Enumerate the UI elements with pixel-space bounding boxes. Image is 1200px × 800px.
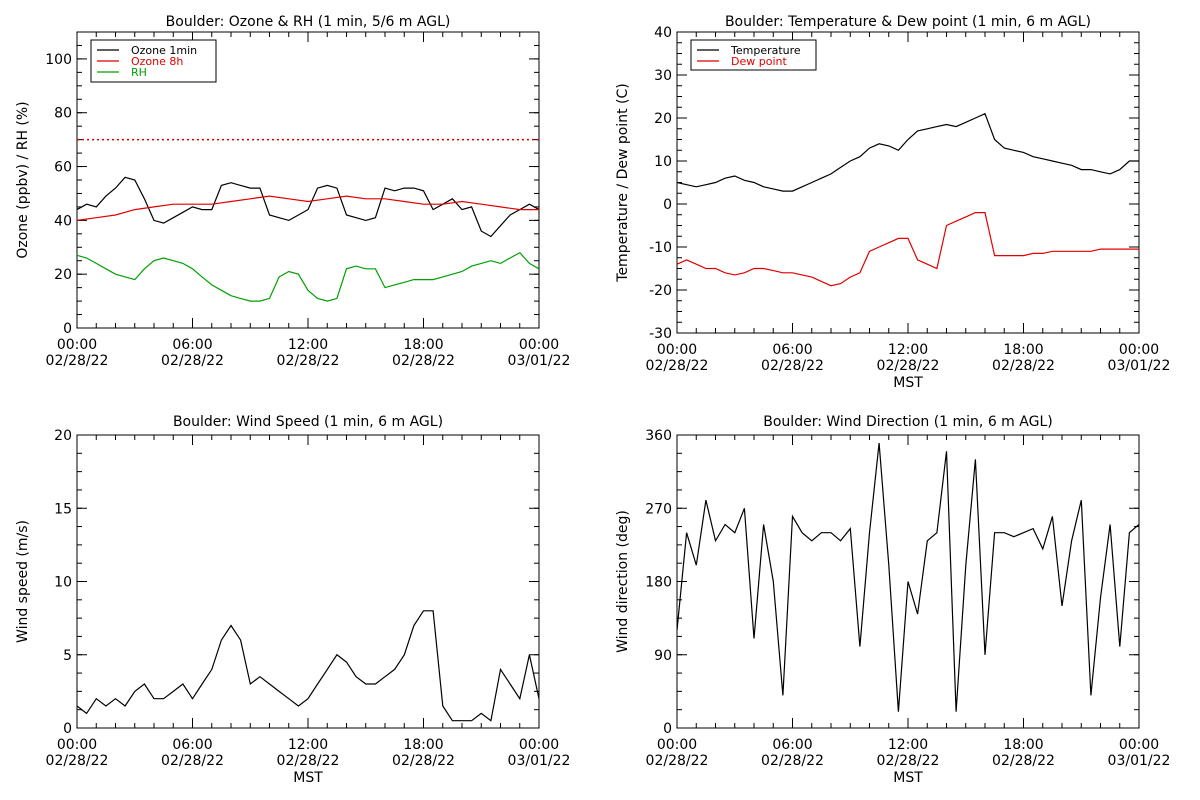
x-tick-time: 00:00 <box>57 337 97 353</box>
y-tick-label: 0 <box>63 721 72 737</box>
chart-title: Boulder: Temperature & Dew point (1 min,… <box>725 14 1091 30</box>
y-tick-label: 10 <box>654 154 672 170</box>
x-tick-date: 02/28/22 <box>161 753 224 769</box>
x-tick-time: 12:00 <box>888 342 928 358</box>
chart-panel-3: Boulder: Wind Speed (1 min, 6 m AGL) 0 5 10… <box>15 414 570 786</box>
y-tick-label: 180 <box>645 575 672 591</box>
chart-panel-4: Boulder: Wind Direction (1 min, 6 m AGL)… <box>615 414 1170 786</box>
y-axis-label: Ozone (ppbv) / RH (%) <box>15 101 31 258</box>
y-tick-label: 80 <box>54 106 72 122</box>
y-tick-label: 40 <box>654 25 672 41</box>
legend-label: RH <box>131 66 147 79</box>
x-tick-date: 02/28/22 <box>46 353 109 369</box>
x-tick-date: 02/28/22 <box>277 753 340 769</box>
legend-box <box>690 39 817 71</box>
x-tick-date: 03/01/22 <box>1108 358 1171 374</box>
chart-panel-2: Boulder: Temperature & Dew point (1 min,… <box>615 14 1170 391</box>
series-line-1 <box>677 443 1139 712</box>
y-tick-label: -10 <box>649 240 672 256</box>
x-tick-time: 00:00 <box>1119 342 1159 358</box>
x-tick-time: 18:00 <box>403 337 443 353</box>
y-tick-label: 100 <box>45 52 72 68</box>
x-tick-time: 12:00 <box>288 737 328 753</box>
y-axis-label: Wind speed (m/s) <box>15 520 31 643</box>
series-line-1 <box>677 112 1139 192</box>
series-line-2 <box>677 212 1139 287</box>
x-tick-date: 02/28/22 <box>646 358 709 374</box>
x-tick-date: 02/28/22 <box>877 358 940 374</box>
x-tick-time: 00:00 <box>519 737 559 753</box>
x-axis-label: MST <box>893 375 923 391</box>
plot-frame <box>76 434 540 729</box>
x-axis-label: MST <box>893 770 923 786</box>
y-tick-label: -20 <box>649 283 672 299</box>
legend-label: Temperature <box>730 44 801 57</box>
y-tick-label: 10 <box>54 575 72 591</box>
y-tick-label: 20 <box>54 428 72 444</box>
y-tick-label: 0 <box>63 321 72 337</box>
x-tick-time: 18:00 <box>1003 737 1043 753</box>
x-tick-time: 00:00 <box>57 737 97 753</box>
x-tick-date: 02/28/22 <box>761 753 824 769</box>
x-tick-date: 02/28/22 <box>392 753 455 769</box>
chart-title: Boulder: Wind Speed (1 min, 6 m AGL) <box>173 414 443 430</box>
x-tick-time: 00:00 <box>657 342 697 358</box>
x-tick-date: 02/28/22 <box>992 753 1055 769</box>
y-tick-label: 20 <box>654 111 672 127</box>
y-tick-label: 0 <box>663 197 672 213</box>
x-tick-time: 12:00 <box>888 737 928 753</box>
y-tick-label: 20 <box>54 267 72 283</box>
x-tick-time: 06:00 <box>172 337 212 353</box>
y-tick-label: 60 <box>54 160 72 176</box>
x-tick-time: 18:00 <box>403 737 443 753</box>
legend-label: Ozone 1min <box>131 44 197 57</box>
x-tick-date: 02/28/22 <box>992 358 1055 374</box>
x-tick-time: 00:00 <box>1119 737 1159 753</box>
y-axis-label: Wind direction (deg) <box>615 510 631 653</box>
x-tick-date: 02/28/22 <box>761 358 824 374</box>
y-tick-label: 0 <box>663 721 672 737</box>
legend-label: Ozone 8h <box>131 55 183 68</box>
x-tick-time: 00:00 <box>519 337 559 353</box>
x-tick-time: 00:00 <box>657 737 697 753</box>
series-line-1 <box>77 610 539 722</box>
y-tick-label: 30 <box>654 68 672 84</box>
x-tick-date: 03/01/22 <box>1108 753 1171 769</box>
chart-panel-1: Boulder: Ozone & RH (1 min, 5/6 m AGL)02… <box>15 14 570 369</box>
x-tick-date: 03/01/22 <box>508 753 571 769</box>
x-tick-date: 02/28/22 <box>161 353 224 369</box>
y-tick-label: 360 <box>645 428 672 444</box>
y-tick-label: 90 <box>654 648 672 664</box>
x-tick-time: 18:00 <box>1003 342 1043 358</box>
x-tick-date: 03/01/22 <box>508 353 571 369</box>
x-tick-time: 06:00 <box>772 342 812 358</box>
x-tick-date: 02/28/22 <box>277 353 340 369</box>
chart-title: Boulder: Wind Direction (1 min, 6 m AGL) <box>763 414 1052 430</box>
x-axis-label: MST <box>293 770 323 786</box>
plot-frame <box>676 31 1140 334</box>
x-tick-time: 12:00 <box>288 337 328 353</box>
y-tick-label: 5 <box>63 648 72 664</box>
x-tick-date: 02/28/22 <box>646 753 709 769</box>
y-tick-label: -30 <box>649 326 672 342</box>
y-tick-label: 40 <box>54 213 72 229</box>
series-line-1 <box>77 176 539 238</box>
y-tick-label: 15 <box>54 501 72 517</box>
y-tick-label: 270 <box>645 501 672 517</box>
chart-title: Boulder: Ozone & RH (1 min, 5/6 m AGL) <box>166 14 451 30</box>
x-tick-date: 02/28/22 <box>46 753 109 769</box>
legend-label: Dew point <box>731 55 787 68</box>
x-tick-time: 06:00 <box>772 737 812 753</box>
x-tick-time: 06:00 <box>172 737 212 753</box>
x-tick-date: 02/28/22 <box>392 353 455 369</box>
y-axis-label: Temperature / Dew point (C) <box>615 83 631 282</box>
x-tick-date: 02/28/22 <box>877 753 940 769</box>
series-line-2 <box>77 195 539 221</box>
series-line-3 <box>77 251 539 302</box>
